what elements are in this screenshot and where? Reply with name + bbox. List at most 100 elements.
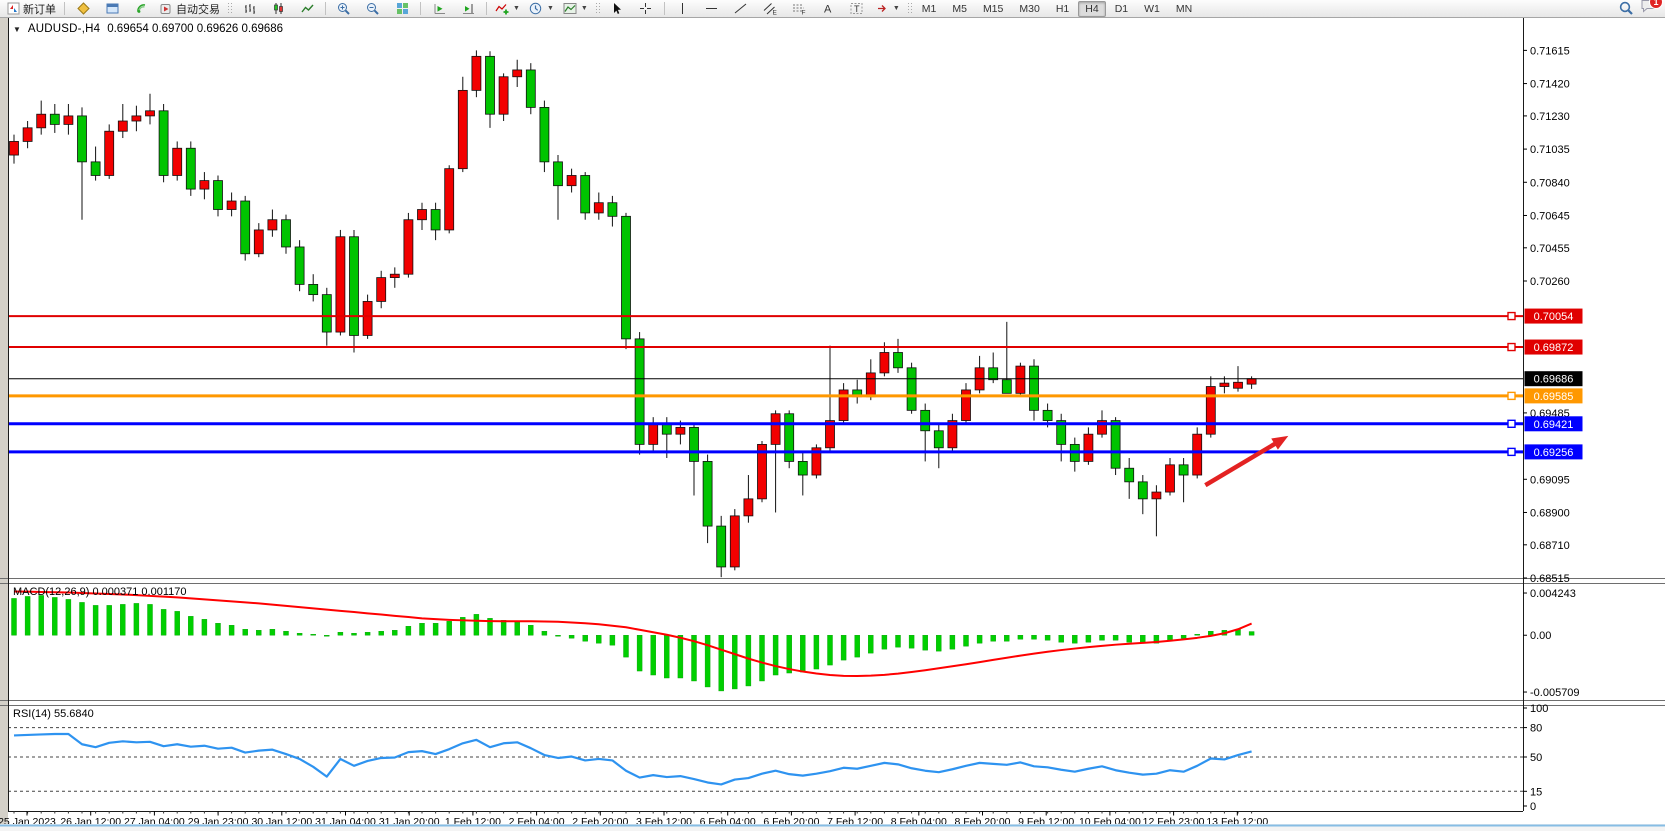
macd-panel[interactable] — [11, 590, 1255, 692]
line-handle[interactable] — [1507, 391, 1516, 401]
svg-text:50: 50 — [1530, 752, 1542, 764]
svg-text:0: 0 — [1530, 801, 1536, 813]
svg-text:0.69421: 0.69421 — [1534, 419, 1574, 431]
crosshair-tool-button[interactable] — [632, 0, 660, 18]
candlestick-mode-button[interactable] — [264, 0, 292, 18]
svg-text:0.68900: 0.68900 — [1530, 507, 1570, 519]
timeframe-w1-button[interactable]: W1 — [1144, 2, 1160, 15]
svg-text:A: A — [824, 4, 832, 16]
svg-text:0.69686: 0.69686 — [1534, 374, 1574, 386]
new-order-button[interactable]: 新订单 — [3, 0, 60, 18]
profiles-window-icon — [106, 3, 118, 14]
tile-windows-button[interactable] — [388, 0, 416, 18]
svg-text:0.004243: 0.004243 — [1530, 588, 1576, 600]
dropdown-caret-icon: ▼ — [580, 5, 588, 12]
arrows-shapes-icon — [877, 5, 886, 12]
toolbar-gripper[interactable] — [227, 2, 232, 15]
chart-title: ▼ AUDUSD-,H4 0.69654 0.69700 0.69626 0.6… — [13, 23, 283, 35]
new-order-icon — [7, 2, 20, 15]
svg-text:0.71035: 0.71035 — [1530, 144, 1570, 156]
trend-arrow-annotation[interactable] — [1204, 435, 1289, 488]
dropdown-caret-icon: ▼ — [892, 5, 900, 12]
svg-text:0.71615: 0.71615 — [1530, 45, 1570, 57]
notification-count-badge: 1 — [1649, 0, 1663, 9]
arrows-tool-button[interactable]: ▼ — [872, 0, 904, 18]
autotrading-button[interactable]: 自动交易 — [156, 0, 224, 18]
indicator-axes: 0.004243 0.00 -0.005709 100 80 50 15 0 — [1523, 588, 1580, 813]
search-icon[interactable] — [1619, 1, 1634, 16]
line-handle[interactable] — [1507, 447, 1516, 457]
horizontal-lines-layer[interactable] — [8, 311, 1523, 457]
macd-indicator-label: MACD(12,26,9) 0.000371 0.001170 — [13, 586, 187, 598]
svg-text:0.70840: 0.70840 — [1530, 177, 1570, 189]
chart-shift-icon — [462, 4, 474, 14]
zoom-in-button[interactable] — [330, 0, 358, 18]
toolbar-gripper[interactable] — [594, 2, 600, 15]
bar-chart-icon — [244, 4, 255, 14]
line-chart-icon — [300, 4, 314, 13]
timeframe-toolbar: M1 M5 M15 M30 H1 H4 D1 W1 MN — [915, 0, 1199, 17]
chart-canvas[interactable]: 0.71615 0.71420 0.71230 0.71035 0.70840 0.706… — [0, 18, 1665, 831]
rsi-panel[interactable] — [8, 727, 1523, 792]
label-tool-button[interactable]: T — [843, 0, 871, 18]
new-order-label: 新订单 — [23, 3, 56, 16]
toolbar-right-group: 1 — [1619, 0, 1663, 18]
notifications-button[interactable]: 1 — [1640, 0, 1663, 18]
fibonacci-tool-button[interactable]: F — [785, 0, 813, 18]
timeframe-mn-button[interactable]: MN — [1175, 2, 1193, 15]
chart-window: 0.71615 0.71420 0.71230 0.71035 0.70840 0.706… — [0, 18, 1665, 831]
text-icon: A — [824, 4, 832, 16]
periods-button[interactable]: ▼ — [525, 0, 558, 18]
toolbar-separator — [325, 2, 326, 15]
trendline-tool-button[interactable] — [727, 0, 755, 18]
bottom-panel-edge — [0, 824, 1665, 831]
clock-icon — [529, 2, 542, 14]
bar-chart-mode-button[interactable] — [235, 0, 263, 18]
line-handle[interactable] — [1507, 419, 1516, 428]
equidistant-channel-tool-button[interactable]: E — [756, 0, 784, 18]
cursor-tool-button[interactable] — [603, 0, 631, 18]
macd-signal-line — [13, 590, 1252, 678]
vertical-line-tool-button[interactable] — [669, 0, 697, 18]
ohlc-values: 0.69654 0.69700 0.69626 0.69686 — [107, 23, 284, 35]
chart-shift-button[interactable] — [454, 0, 482, 18]
line-chart-mode-button[interactable] — [293, 0, 321, 18]
timeframe-m15-button[interactable]: M15 — [982, 2, 1004, 15]
zoom-out-button[interactable] — [359, 0, 387, 18]
timeframe-h1-button[interactable]: H1 — [1055, 2, 1070, 15]
line-handle[interactable] — [1507, 311, 1516, 321]
timeframe-m5-button[interactable]: M5 — [952, 2, 967, 15]
text-tool-button[interactable]: A — [814, 0, 842, 18]
rsi-indicator-label: RSI(14) 55.6840 — [13, 708, 94, 720]
svg-text:0.71420: 0.71420 — [1530, 79, 1570, 91]
svg-text:0.68710: 0.68710 — [1530, 540, 1570, 552]
timeframe-h4-button[interactable]: H4 — [1078, 0, 1106, 17]
templates-button[interactable]: ▼ — [559, 0, 592, 18]
profiles-button[interactable] — [98, 0, 126, 18]
timeframe-d1-button[interactable]: D1 — [1114, 2, 1129, 15]
signals-button[interactable] — [127, 0, 155, 18]
tile-windows-icon — [396, 3, 408, 14]
vertical-line-icon — [682, 3, 684, 14]
text-label-icon: T — [850, 3, 863, 14]
fibonacci-icon: F — [792, 4, 805, 16]
svg-text:0.70455: 0.70455 — [1530, 243, 1570, 255]
timeframe-m1-button[interactable]: M1 — [921, 2, 937, 15]
svg-text:F: F — [801, 10, 805, 16]
line-handle[interactable] — [1507, 342, 1516, 352]
auto-scroll-button[interactable] — [425, 0, 453, 18]
candlestick-series[interactable] — [9, 50, 1257, 578]
timeframe-m30-button[interactable]: M30 — [1019, 2, 1040, 15]
toolbar-separator — [64, 2, 65, 15]
svg-text:0.70645: 0.70645 — [1530, 210, 1570, 222]
toolbar-gripper[interactable] — [906, 2, 912, 15]
price-badge — [1524, 308, 1583, 324]
chart-diamond-icon — [76, 2, 90, 15]
add-indicator-icon — [495, 4, 509, 15]
price-axis[interactable]: 0.71615 0.71420 0.71230 0.71035 0.70840 0.706… — [1523, 45, 1583, 585]
charts-button[interactable] — [69, 0, 97, 18]
add-indicator-button[interactable]: ▼ — [491, 0, 524, 18]
chart-menu-toggle-icon[interactable]: ▼ — [13, 24, 21, 34]
autotrading-label: 自动交易 — [176, 3, 220, 16]
horizontal-line-tool-button[interactable] — [698, 0, 726, 18]
